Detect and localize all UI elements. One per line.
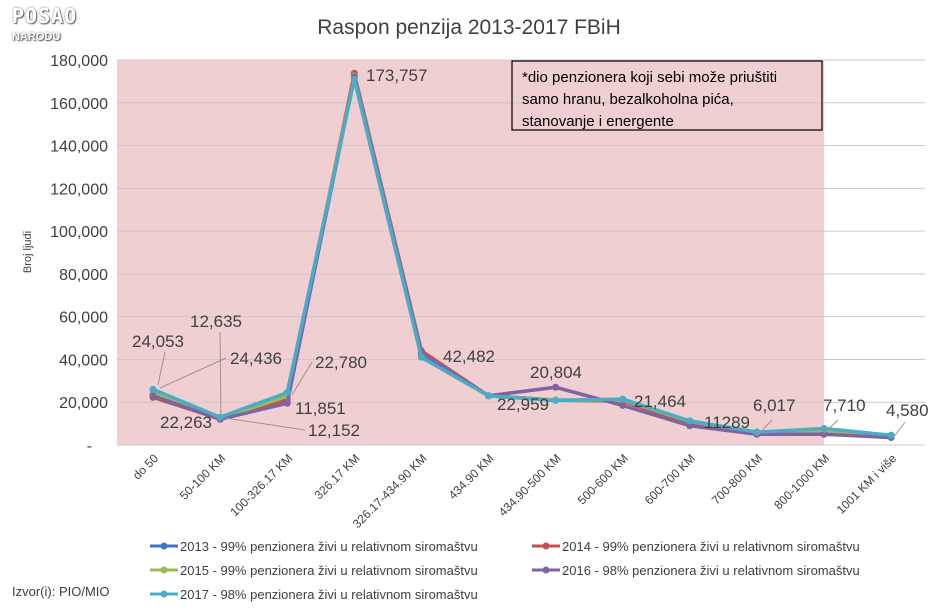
leader-line	[159, 357, 227, 389]
x-tick-label: 434.90-500 KM	[496, 451, 564, 519]
data-label: 173,757	[366, 66, 427, 85]
data-point	[619, 395, 627, 403]
data-label: 11289	[704, 413, 750, 432]
data-point	[149, 385, 157, 393]
legend-marker	[542, 542, 550, 550]
annotation-text: stanovanje i energente	[522, 113, 674, 130]
data-label: 24,436	[230, 349, 282, 368]
x-tick-label: do 50	[130, 451, 161, 482]
x-tick-label: 700-800 KM	[709, 451, 765, 507]
data-label: 24,053	[132, 332, 184, 351]
data-label: 21,464	[634, 392, 686, 411]
y-tick-label: 20,000	[59, 395, 108, 412]
series-line-2016	[152, 75, 892, 440]
legend-entry: 2013 - 99% penzionera živi u relativnom …	[180, 539, 478, 554]
x-tick-label: 326.17 KM	[311, 451, 362, 502]
leader-line	[822, 419, 839, 435]
annotation-box	[511, 60, 823, 131]
data-label: 11,851	[295, 399, 346, 418]
data-point	[552, 397, 560, 405]
data-point	[283, 399, 291, 407]
legend-entry: 2016 - 98% penzionera živi u relativnom …	[562, 563, 860, 578]
x-tick-label: 434.90 KM	[446, 451, 497, 502]
data-point	[686, 417, 694, 425]
legend-entry: 2015 - 99% penzionera živi u relativnom …	[180, 563, 478, 578]
x-tick-label: 800-1000 KM	[771, 451, 832, 512]
leader-line	[219, 331, 222, 419]
data-point	[149, 392, 157, 400]
x-tick-label: 100-326.17 KM	[227, 451, 295, 519]
y-tick-label: 40,000	[59, 352, 108, 369]
annotation-text: *dio penzionera koji sebi može priuštiti	[522, 69, 777, 86]
legend-marker	[542, 566, 550, 574]
highlight-region	[117, 60, 824, 445]
data-label: 22,780	[315, 353, 367, 372]
data-point	[552, 383, 560, 391]
x-tick-label: 500-600 KM	[575, 451, 631, 507]
y-tick-label: 100,000	[50, 224, 108, 241]
data-label: 12,152	[308, 421, 360, 440]
y-tick-label: -	[87, 438, 92, 455]
y-tick-label: 60,000	[59, 310, 108, 327]
source-note: Izvor(i): PIO/MIO	[12, 584, 110, 599]
legend-marker	[160, 542, 168, 550]
data-label: 42,482	[443, 347, 495, 366]
series-line-2017	[152, 77, 892, 437]
data-label: 7,710	[823, 396, 866, 415]
leader-line	[756, 419, 773, 437]
leader-line	[224, 417, 306, 431]
y-tick-label: 140,000	[50, 139, 108, 156]
data-point	[686, 422, 694, 430]
annotation-text: samo hranu, bezalkoholna pića,	[522, 91, 734, 108]
y-tick-label: 120,000	[50, 181, 108, 198]
y-tick-label: 180,000	[50, 53, 108, 70]
data-point	[887, 431, 895, 439]
data-label: 20,804	[530, 363, 582, 382]
legend-marker	[160, 590, 168, 598]
data-point	[216, 413, 224, 421]
leader-line	[892, 421, 906, 439]
data-point	[619, 401, 627, 409]
data-label: 22,959	[497, 395, 549, 414]
data-point	[283, 389, 291, 397]
data-label: 6,017	[753, 396, 796, 415]
x-tick-label: 1001 KM i više	[834, 451, 900, 517]
leader-line	[291, 361, 313, 396]
y-tick-label: 80,000	[59, 267, 108, 284]
y-axis-label: Broj ljudi	[22, 231, 34, 273]
x-tick-label: 600-700 KM	[642, 451, 698, 507]
data-label: 4,580	[886, 401, 929, 420]
legend-entry: 2017 - 98% penzionera živi u relativnom …	[180, 587, 478, 602]
leader-line	[157, 351, 166, 386]
data-label: 12,635	[190, 312, 242, 331]
data-label: 22,263	[160, 413, 212, 432]
data-point	[820, 430, 828, 438]
data-point	[485, 392, 492, 400]
x-tick-label: 50-100 KM	[177, 451, 228, 502]
y-tick-label: 160,000	[50, 96, 108, 113]
x-tick-label: 326.17-434.90 KM	[350, 451, 430, 531]
data-point	[417, 353, 425, 361]
data-point	[820, 425, 828, 433]
logo: POSAO NARODU	[12, 4, 78, 43]
legend-entry: 2014 - 99% penzionera živi u relativnom …	[562, 539, 860, 554]
data-point	[350, 75, 358, 83]
chart-title: Raspon penzija 2013-2017 FBiH	[317, 16, 621, 39]
legend-marker	[160, 566, 168, 574]
data-point	[753, 428, 761, 436]
